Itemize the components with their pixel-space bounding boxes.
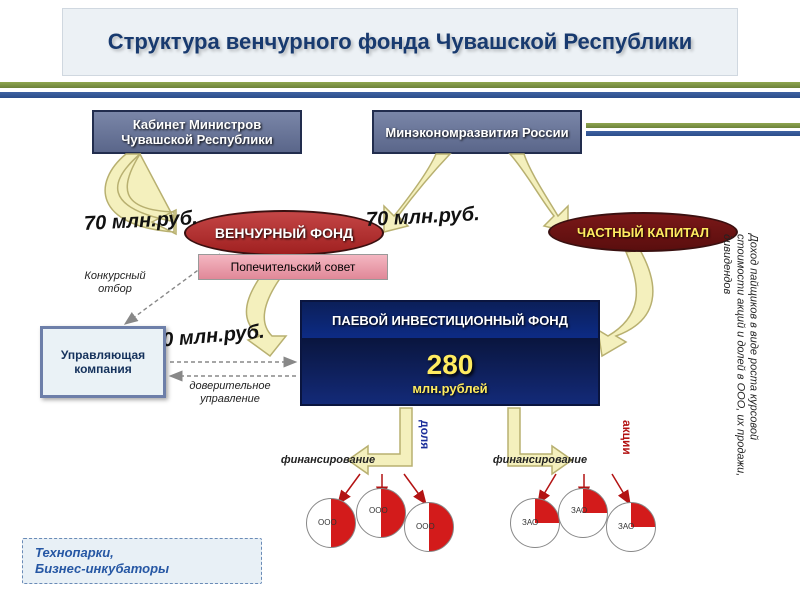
title-bar: Структура венчурного фонда Чувашской Рес… xyxy=(62,8,738,76)
label-financing-left: финансирование xyxy=(268,454,388,467)
stripe-blue-r xyxy=(586,131,800,136)
technoparks-label: Технопарки, Бизнес-инкубаторы xyxy=(35,545,169,576)
label-dolya: доля xyxy=(418,420,432,449)
node-venture-fund: ВЕНЧУРНЫЙ ФОНД xyxy=(184,210,384,256)
tag-zao-1: ЗАО xyxy=(522,518,538,527)
flow-70-left: 70 млн.руб. xyxy=(83,207,198,236)
page-title: Структура венчурного фонда Чувашской Рес… xyxy=(108,29,693,54)
node-cabinet: Кабинет Министров Чувашской Республики xyxy=(92,110,302,154)
node-technoparks: Технопарки, Бизнес-инкубаторы xyxy=(22,538,262,584)
stripe-green xyxy=(0,82,800,88)
tag-ooo-3: ООО xyxy=(416,522,435,531)
diagram-canvas: Структура венчурного фонда Чувашской Рес… xyxy=(0,0,800,600)
node-management-company: Управляющая компания xyxy=(40,326,166,398)
side-note: Доход пайщиков в виде роста курсовой сто… xyxy=(720,234,760,494)
tag-ooo-2: ООО xyxy=(369,506,388,515)
paef-amount: 280 xyxy=(427,349,474,381)
node-paef-head: ПАЕВОЙ ИНВЕСТИЦИОННЫЙ ФОНД xyxy=(300,300,600,340)
flow-70-right: 70 млн.руб. xyxy=(365,203,480,232)
label-aktsii: акции xyxy=(620,420,634,455)
stripe-green-r xyxy=(586,123,800,128)
label-selection: Конкурсный отбор xyxy=(70,270,160,295)
tag-ooo-1: ООО xyxy=(318,518,337,527)
tag-zao-2: ЗАО xyxy=(571,506,587,515)
label-financing-right: финансирование xyxy=(480,454,600,467)
label-trust-mgmt: доверительное управление xyxy=(170,380,290,405)
paef-unit: млн.рублей xyxy=(412,381,487,396)
tag-zao-3: ЗАО xyxy=(618,522,634,531)
node-paef-body: 280 млн.рублей xyxy=(300,340,600,406)
stripe-blue xyxy=(0,92,800,98)
node-ministry: Минэкономразвития России xyxy=(372,110,582,154)
node-private-capital: ЧАСТНЫЙ КАПИТАЛ xyxy=(548,212,738,252)
node-trustee-board: Попечительский совет xyxy=(198,254,388,280)
